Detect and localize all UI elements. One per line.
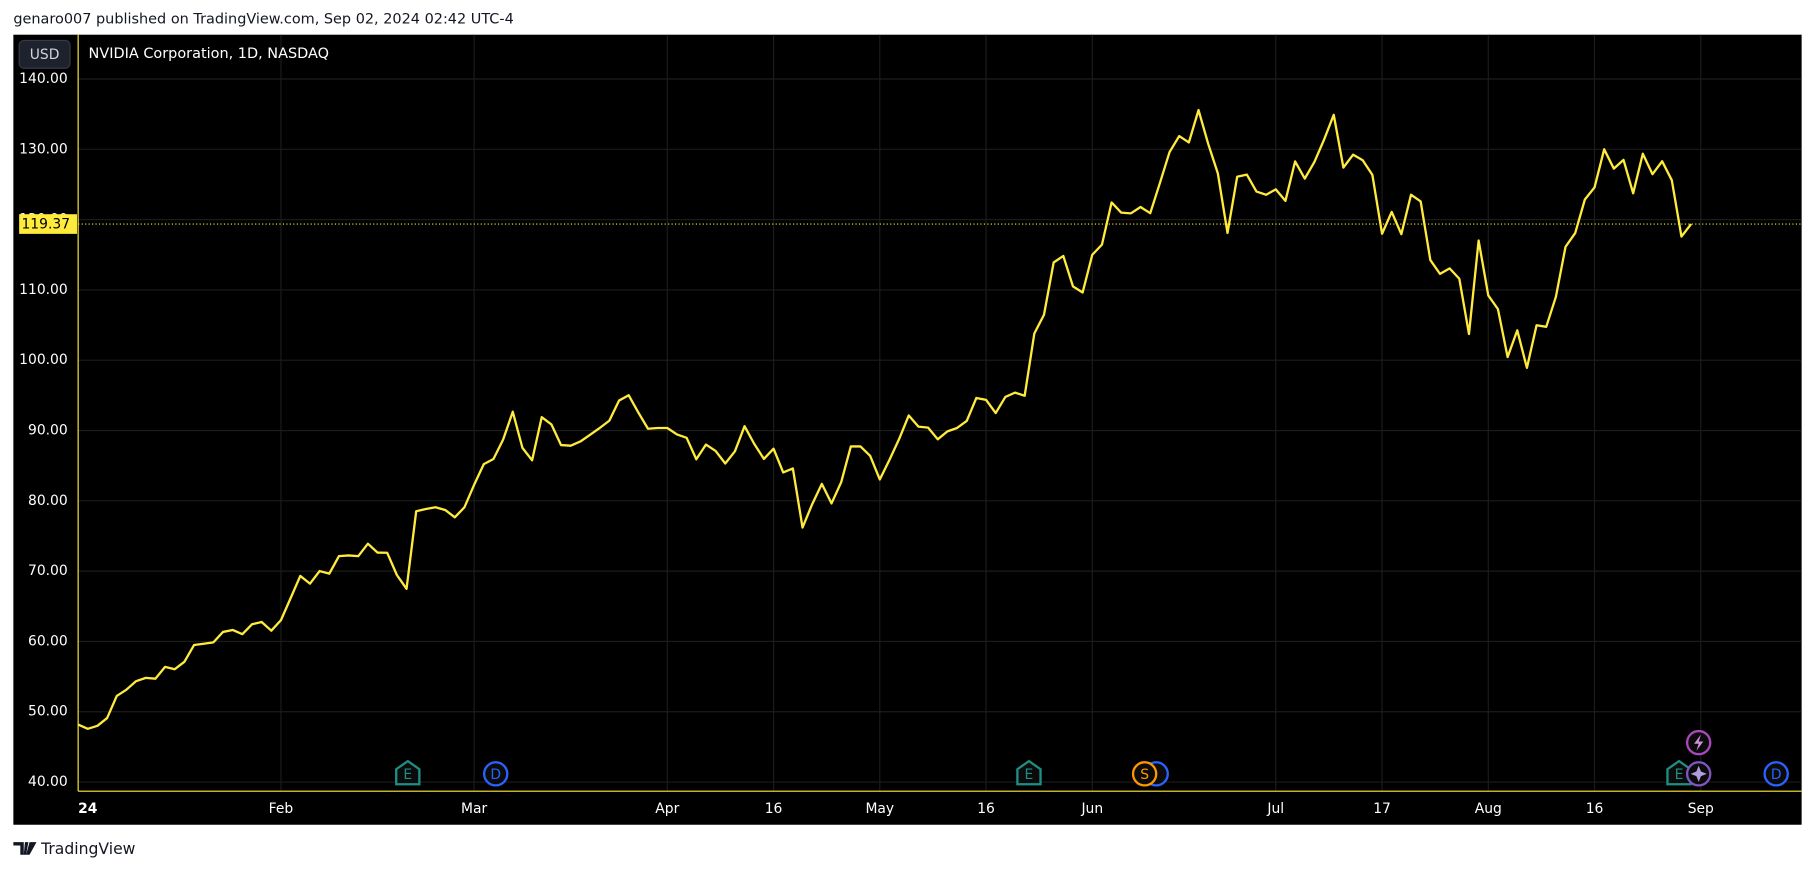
footer-brand: TradingView [40,840,136,858]
y-tick-label: 50.00 [28,704,68,720]
chart-panel [13,34,1802,825]
y-tick-label: 40.00 [28,774,68,790]
last-price-tag [19,214,77,234]
event-icon [482,761,509,787]
x-tick-label: Mar [461,801,487,817]
event-icon [395,759,421,786]
price-line [77,108,1693,730]
x-tick-label: Aug [1475,801,1502,817]
y-tick-label: 110.00 [19,282,68,298]
currency-label: USD [30,47,60,63]
y-tick-label: 80.00 [28,493,68,509]
event-label: E [1675,767,1684,783]
x-tick-label: Jun [1080,801,1103,817]
x-tick-label: May [865,801,894,817]
x-tick-label: 24 [78,801,98,817]
chart-title: NVIDIA Corporation, 1D, NASDAQ [89,46,329,62]
event-icon-bolt [1694,734,1704,751]
event-icon [1763,761,1789,787]
x-tick-label: Sep [1688,801,1714,817]
event-icon [1131,761,1158,787]
event-icon [1016,759,1042,786]
x-tick-label: 17 [1373,801,1391,817]
x-tick-label: 16 [977,801,995,817]
y-tick-label: 60.00 [28,633,68,649]
last-price-label: 119.37 [21,217,70,233]
x-tick-label: 16 [1586,801,1604,817]
event-label: E [403,767,412,783]
event-label: D [1771,767,1782,783]
event-icon-star [1690,765,1707,782]
x-tick-label: Feb [269,801,294,817]
y-tick-label: 90.00 [28,423,68,439]
x-tick-label: Jul [1266,801,1284,817]
event-label: D [490,767,501,783]
event-label: E [1025,767,1034,783]
x-tick-label: Apr [655,801,679,817]
publisher-line: genaro007 published on TradingView.com, … [13,12,513,28]
plot-area: 40.00 50.00 60.00 70.00 80.00 90.00 100.00 110.… [19,34,1802,817]
y-tick-label: 70.00 [28,563,68,579]
currency-button[interactable] [18,39,71,69]
tradingview-logo [13,842,37,855]
y-tick-label: 140.00 [19,71,68,87]
y-tick-label: 130.00 [19,141,68,157]
y-tick-label: 100.00 [19,352,68,368]
event-label: S [1140,767,1149,783]
x-tick-label: 16 [765,801,783,817]
